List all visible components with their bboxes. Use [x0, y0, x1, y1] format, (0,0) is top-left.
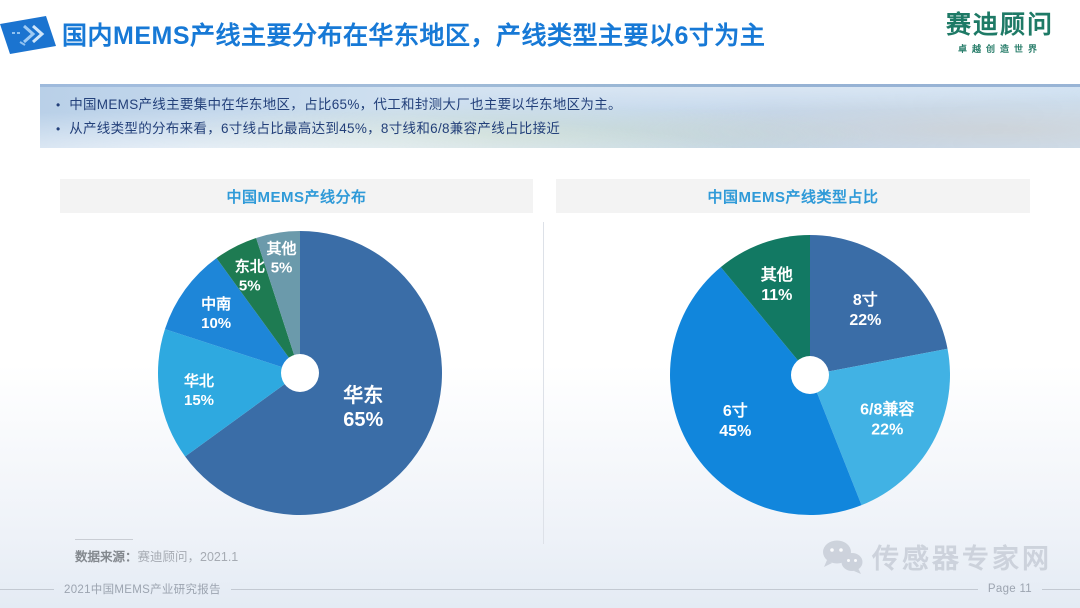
- pie-slice-label: 8寸: [853, 290, 878, 309]
- bullet-item: • 从产线类型的分布来看，6寸线占比最高达到45%，8寸线和6/8兼容产线占比接…: [56, 120, 1066, 138]
- panel-divider: [543, 222, 544, 544]
- footer-page-number: Page 11: [987, 583, 1032, 595]
- footer: 2021中国MEMS产业研究报告 Page 11: [0, 582, 1080, 596]
- donut-hole: [791, 356, 829, 394]
- data-source: 数据来源：赛迪顾问，2021.1: [75, 546, 238, 565]
- bullet-item: • 中国MEMS产线主要集中在华东地区，占比65%，代工和封测大厂也主要以华东地…: [56, 96, 1066, 114]
- source-rule: [75, 539, 133, 540]
- pie-slice-label: 其他: [761, 265, 793, 284]
- chart-title-distribution: 中国MEMS产线分布: [60, 179, 533, 213]
- pie-slice: [670, 267, 862, 515]
- footer-report-title: 2021中国MEMS产业研究报告: [64, 584, 221, 596]
- pie-slice-label: 华北: [184, 372, 214, 390]
- pie-slice: [256, 231, 300, 373]
- data-source-value: 赛迪顾问，2021.1: [137, 550, 239, 564]
- logo-name: 赛迪顾问: [945, 11, 1054, 39]
- pie-slice-label: 22%: [849, 312, 881, 329]
- bullet-icon: •: [56, 98, 61, 112]
- pie-slice: [810, 348, 950, 506]
- pie-slice-label: 45%: [719, 423, 751, 440]
- pie-chart-line-type: 8寸 22% 6/8兼容 22% 6寸 45% 其他 11%: [670, 235, 950, 515]
- wechat-icon: [823, 540, 863, 574]
- pie-slice-label: 华东: [343, 383, 383, 407]
- bullet-text: 从产线类型的分布来看，6寸线占比最高达到45%，8寸线和6/8兼容产线占比接近: [69, 121, 561, 136]
- pie-slice-label: 中南: [201, 295, 231, 313]
- pie-slice-label: 5%: [239, 277, 261, 294]
- pie-slice: [216, 237, 300, 373]
- footer-line: [0, 588, 54, 590]
- summary-banner: • 中国MEMS产线主要集中在华东地区，占比65%，代工和封测大厂也主要以华东地…: [40, 84, 1080, 148]
- data-source-label: 数据来源：: [75, 550, 138, 564]
- logo-tagline: 卓越创造世界: [957, 43, 1042, 54]
- pie-slice-label: 10%: [201, 315, 231, 332]
- pie-slice-label: 65%: [343, 409, 383, 431]
- pie-slice-label: 11%: [761, 287, 792, 304]
- watermark: 传感器专家网: [820, 537, 1052, 576]
- footer-line: [230, 588, 978, 590]
- pie-slice: [810, 235, 948, 375]
- pie-slice: [158, 329, 300, 457]
- pie-slice-label: 6寸: [723, 401, 748, 420]
- pie-slice: [164, 258, 300, 373]
- bullet-text: 中国MEMS产线主要集中在华东地区，占比65%，代工和封测大厂也主要以华东地区为…: [69, 97, 622, 112]
- pie-slice-label: 5%: [271, 260, 293, 277]
- donut-hole: [281, 354, 319, 392]
- watermark-text: 传感器专家网: [872, 544, 1052, 574]
- pie-slice: [720, 235, 810, 375]
- header-arrow-icon: [0, 16, 56, 54]
- pie-slice-label: 其他: [267, 240, 297, 258]
- bullet-icon: •: [56, 122, 61, 136]
- footer-line: [1042, 588, 1080, 590]
- pie-slice-label: 6/8兼容: [860, 399, 914, 418]
- page-title: 国内MEMS产线主要分布在华东地区，产线类型主要以6寸为主: [62, 22, 766, 50]
- pie-slice-label: 东北: [235, 257, 265, 275]
- company-logo: 赛迪顾问 卓越创造世界: [945, 11, 1054, 55]
- chart-title-line-type: 中国MEMS产线类型占比: [556, 179, 1030, 213]
- pie-slice-label: 22%: [871, 421, 903, 438]
- pie-slice-label: 15%: [184, 392, 214, 409]
